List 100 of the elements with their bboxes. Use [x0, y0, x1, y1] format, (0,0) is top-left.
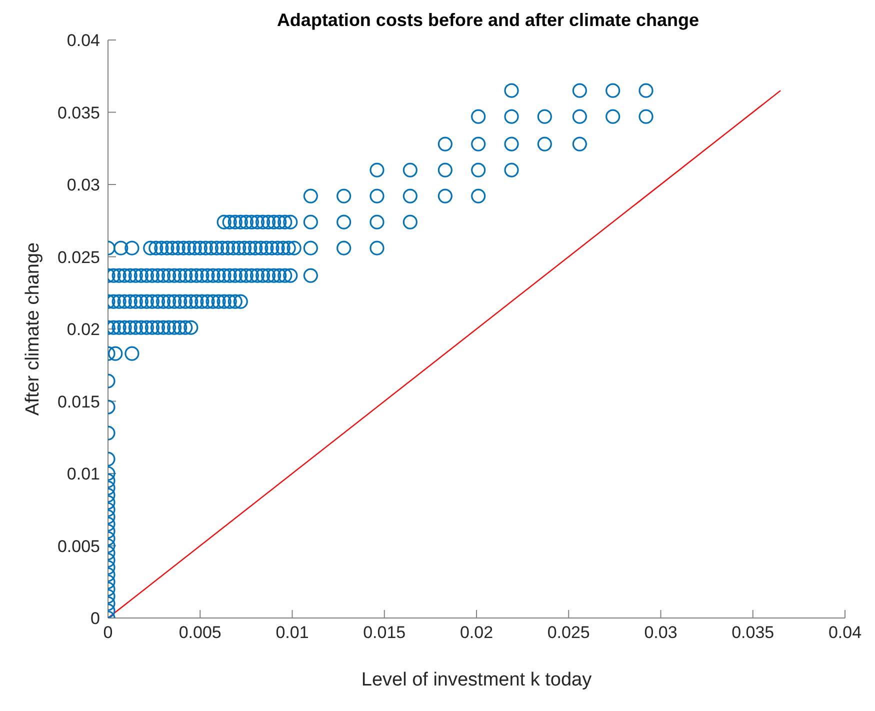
- point: [189, 268, 204, 283]
- point: [402, 188, 418, 204]
- point: [162, 294, 176, 309]
- point: [165, 240, 180, 256]
- point: [178, 294, 193, 309]
- point: [283, 214, 298, 230]
- point: [139, 294, 154, 309]
- point: [226, 240, 241, 256]
- point: [167, 268, 182, 283]
- point: [259, 240, 274, 256]
- point: [144, 268, 160, 283]
- point: [606, 83, 620, 98]
- point: [156, 294, 171, 309]
- point: [228, 294, 242, 309]
- point: [276, 240, 290, 256]
- point: [122, 268, 138, 283]
- point: [184, 320, 198, 335]
- y-tick-label: 0.005: [57, 536, 100, 556]
- y-tick-label: 0.035: [57, 103, 100, 122]
- point: [606, 109, 620, 124]
- point: [184, 268, 198, 283]
- point: [233, 294, 248, 309]
- point: [504, 83, 519, 98]
- y-tick-label: 0.015: [57, 392, 100, 412]
- point: [260, 214, 276, 230]
- point: [438, 136, 452, 152]
- x-tick-label: 0.035: [732, 623, 774, 642]
- point: [471, 109, 486, 124]
- point: [214, 240, 230, 256]
- point: [172, 294, 188, 309]
- point: [402, 162, 418, 178]
- point: [244, 214, 260, 230]
- point: [112, 320, 126, 335]
- point: [303, 188, 318, 204]
- point: [178, 268, 193, 283]
- point: [220, 240, 236, 256]
- point: [206, 294, 220, 309]
- point: [255, 268, 270, 283]
- point: [108, 346, 123, 361]
- point: [270, 240, 285, 256]
- point: [336, 188, 352, 204]
- point: [504, 136, 519, 152]
- point: [370, 162, 384, 178]
- point: [638, 109, 654, 124]
- point: [211, 294, 226, 309]
- x-tick-label: 0.02: [460, 623, 494, 642]
- point: [336, 240, 352, 256]
- point: [537, 136, 552, 152]
- point: [222, 294, 237, 309]
- point: [222, 214, 237, 230]
- y-tick-label: 0.025: [57, 248, 100, 267]
- x-tick-label: 0.015: [363, 623, 406, 642]
- point: [471, 188, 486, 204]
- point: [182, 240, 196, 256]
- y-tick-label: 0.03: [66, 176, 100, 195]
- point: [254, 240, 268, 256]
- point: [303, 268, 318, 283]
- point: [187, 240, 202, 256]
- point: [471, 136, 486, 152]
- point: [272, 214, 287, 230]
- point: [176, 240, 191, 256]
- point: [286, 240, 302, 256]
- point: [184, 294, 198, 309]
- point: [233, 214, 248, 230]
- point: [156, 320, 171, 335]
- point: [438, 162, 452, 178]
- point: [638, 83, 654, 98]
- point: [266, 214, 282, 230]
- point: [178, 320, 193, 335]
- point: [232, 240, 246, 256]
- point: [139, 268, 154, 283]
- x-tick-label: 0.04: [828, 623, 862, 642]
- point: [238, 268, 254, 283]
- point: [117, 268, 132, 283]
- point: [281, 240, 296, 256]
- point: [336, 214, 352, 230]
- point: [143, 240, 158, 256]
- point: [167, 320, 182, 335]
- point: [139, 320, 154, 335]
- point: [438, 188, 452, 204]
- point: [370, 214, 384, 230]
- point: [228, 214, 242, 230]
- point: [216, 268, 232, 283]
- point: [504, 162, 519, 178]
- point: [504, 109, 519, 124]
- point: [266, 268, 282, 283]
- x-tick-label: 0.025: [547, 623, 590, 642]
- point: [303, 214, 318, 230]
- point: [250, 268, 265, 283]
- point: [283, 268, 298, 283]
- point: [154, 240, 169, 256]
- point: [260, 268, 276, 283]
- point: [128, 320, 143, 335]
- point: [216, 294, 232, 309]
- point: [162, 320, 176, 335]
- point: [160, 240, 174, 256]
- y-axis-title: After climate change: [22, 242, 44, 416]
- point: [114, 240, 128, 256]
- y-tick-label: 0.04: [66, 31, 100, 50]
- x-tick-label: 0.01: [276, 623, 309, 642]
